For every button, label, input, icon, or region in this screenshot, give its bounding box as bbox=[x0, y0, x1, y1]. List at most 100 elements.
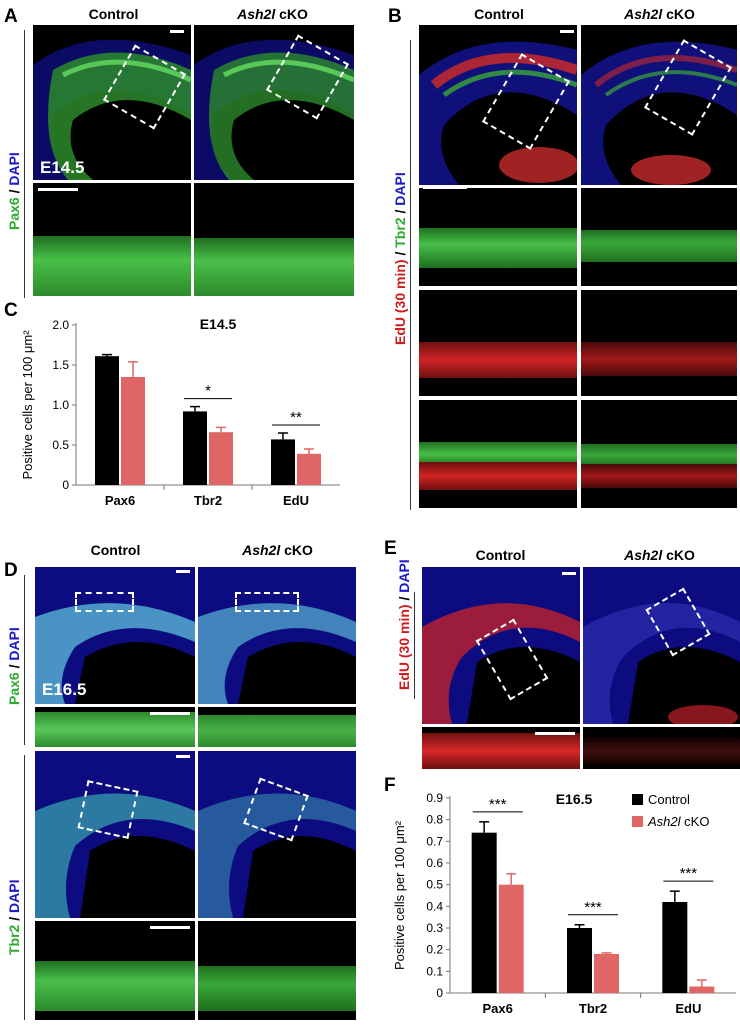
legend-swatch-control bbox=[632, 794, 643, 805]
f-bar bbox=[662, 902, 688, 993]
panel-d-control-tbr2-inset-image bbox=[35, 921, 195, 1020]
panel-d-cko-pax6-inset-image bbox=[198, 707, 356, 747]
panel-b-bracket bbox=[410, 40, 411, 510]
panel-a-cko-header: Ash2l cKO bbox=[237, 6, 308, 22]
panel-a-age-label: E14.5 bbox=[40, 158, 85, 177]
f-ytick-label: 0.8 bbox=[426, 813, 443, 827]
f-bar bbox=[594, 954, 619, 993]
chart-f-ylabel: Positive cells per 100 μm² bbox=[392, 820, 407, 970]
panel-label-b: B bbox=[388, 6, 402, 27]
panel-d-cko-header: Ash2l cKO bbox=[242, 542, 313, 558]
panel-b-cko-overview-image bbox=[581, 25, 737, 185]
panel-b-cko-merge-inset-image bbox=[581, 400, 737, 508]
panel-d-scalebar-tbr2-top bbox=[176, 755, 190, 758]
c-ytick-label: 1.5 bbox=[52, 358, 69, 372]
panel-e-bracket bbox=[414, 592, 415, 699]
panel-d-scalebar-pax6-inset bbox=[150, 712, 190, 715]
panel-label-f: F bbox=[384, 775, 396, 796]
panel-b-cko-tbr2-inset-image bbox=[581, 188, 737, 286]
panel-b-scalebar-top bbox=[560, 30, 574, 33]
panel-e-scalebar-inset bbox=[535, 732, 575, 735]
c-ytick-label: 2.0 bbox=[52, 318, 69, 332]
panel-e-cko-inset-image bbox=[583, 727, 740, 769]
chart-c-title: E14.5 bbox=[200, 316, 237, 332]
panel-d-control-tbr2-inset-box bbox=[77, 780, 139, 839]
c-ytick-label: 1.0 bbox=[52, 398, 69, 412]
panel-d-cko-pax6-overview-image bbox=[198, 567, 356, 704]
panel-b-cko-header: Ash2l cKO bbox=[624, 6, 695, 22]
panel-a-cko-inset-image bbox=[194, 183, 354, 296]
panel-d-tbr2-stain-label: Tbr2 / DAPI bbox=[6, 879, 22, 955]
panel-e-control-header: Control bbox=[475, 547, 526, 563]
c-xtick-label: Tbr2 bbox=[194, 493, 222, 508]
panel-d-bracket-tbr2 bbox=[24, 755, 25, 1020]
c-bar bbox=[95, 356, 119, 485]
panel-d-age-label: E16.5 bbox=[42, 680, 87, 699]
c-xtick-label: EdU bbox=[283, 493, 309, 508]
f-ytick-label: 0.2 bbox=[426, 943, 443, 957]
c-significance-label: * bbox=[205, 383, 211, 400]
panel-d-control-pax6-inset-box bbox=[75, 592, 134, 612]
f-xtick-label: Tbr2 bbox=[579, 1001, 607, 1016]
panel-d-cko-tbr2-inset-image bbox=[198, 921, 356, 1020]
f-ytick-label: 0 bbox=[436, 986, 443, 1000]
chart-c: E14.5 Positive cells per 100 μm² 0 0.5 1.0… bbox=[20, 316, 340, 508]
f-significance-label: *** bbox=[584, 899, 602, 916]
f-bar bbox=[498, 884, 524, 993]
panel-e-cko-overview-image bbox=[583, 567, 740, 724]
panel-d-pax6-stain-label: Pax6 / DAPI bbox=[6, 627, 22, 705]
panel-d-scalebar-pax6-top bbox=[176, 570, 190, 573]
chart-f: E16.5 Positive cells per 100 μm² 0 0.1 0.2… bbox=[392, 791, 736, 1016]
legend-label-cko: Ash2l cKO bbox=[647, 814, 709, 829]
c-bar bbox=[271, 439, 295, 485]
c-significance-label: ** bbox=[290, 409, 302, 426]
f-significance-label: *** bbox=[680, 865, 698, 882]
panel-b-control-merge-inset-image bbox=[419, 400, 577, 508]
c-bar bbox=[183, 411, 207, 485]
panel-b-control-edu-inset-image bbox=[419, 290, 577, 396]
panel-b-scalebar-inset bbox=[423, 186, 467, 189]
panel-a-scalebar-inset bbox=[38, 188, 78, 191]
panel-e-cko-header: Ash2l cKO bbox=[624, 547, 695, 563]
f-xtick-label: EdU bbox=[675, 1001, 701, 1016]
c-ytick-label: 0 bbox=[62, 478, 69, 492]
panel-b-control-overview-image bbox=[419, 25, 577, 185]
panel-d-cko-pax6-inset-box bbox=[235, 592, 299, 612]
panel-e-stain-label: EdU (30 min) / DAPI bbox=[396, 559, 412, 690]
panel-d-control-tbr2-overview-image bbox=[35, 751, 195, 918]
panel-a-control-overview-image bbox=[33, 25, 191, 180]
panel-e-control-overview-image bbox=[422, 567, 580, 724]
f-significance-label: *** bbox=[489, 796, 507, 813]
panel-b-cko-edu-inset-image bbox=[581, 290, 737, 396]
panel-b-stain-label: EdU (30 min) / Tbr2 / DAPI bbox=[392, 172, 408, 345]
f-ytick-label: 0.6 bbox=[426, 856, 443, 870]
c-bar bbox=[209, 432, 233, 485]
f-ytick-label: 0.7 bbox=[426, 834, 443, 848]
panel-a-bracket bbox=[24, 30, 25, 298]
panel-a-scalebar-top bbox=[170, 30, 184, 33]
panel-label-d: D bbox=[4, 560, 18, 581]
f-ytick-label: 0.1 bbox=[426, 964, 443, 978]
legend-swatch-cko bbox=[632, 816, 643, 827]
panel-a-stain-label: Pax6 / DAPI bbox=[6, 152, 22, 230]
c-xtick-label: Pax6 bbox=[105, 493, 135, 508]
panel-label-e: E bbox=[384, 538, 397, 559]
panel-a-cko-overview-image bbox=[194, 25, 354, 180]
f-bar bbox=[689, 986, 715, 993]
chart-f-title: E16.5 bbox=[556, 791, 593, 807]
panel-label-c: C bbox=[4, 300, 18, 321]
legend-label-control: Control bbox=[648, 792, 690, 807]
panel-label-a: A bbox=[4, 6, 18, 27]
panel-b-control-tbr2-inset-image bbox=[419, 188, 577, 286]
panel-a-control-inset-image bbox=[33, 183, 191, 296]
c-bar bbox=[121, 377, 145, 485]
chart-c-ylabel: Positive cells per 100 μm² bbox=[20, 330, 35, 480]
panel-d-cko-tbr2-overview-image bbox=[198, 751, 356, 918]
f-xtick-label: Pax6 bbox=[482, 1001, 512, 1016]
f-ytick-label: 0.5 bbox=[426, 878, 443, 892]
f-ytick-label: 0.4 bbox=[426, 899, 443, 913]
c-bar bbox=[297, 453, 321, 485]
panel-e-scalebar-top bbox=[562, 572, 576, 575]
f-ytick-label: 0.3 bbox=[426, 921, 443, 935]
panel-d-control-pax6-overview-image bbox=[35, 567, 195, 704]
